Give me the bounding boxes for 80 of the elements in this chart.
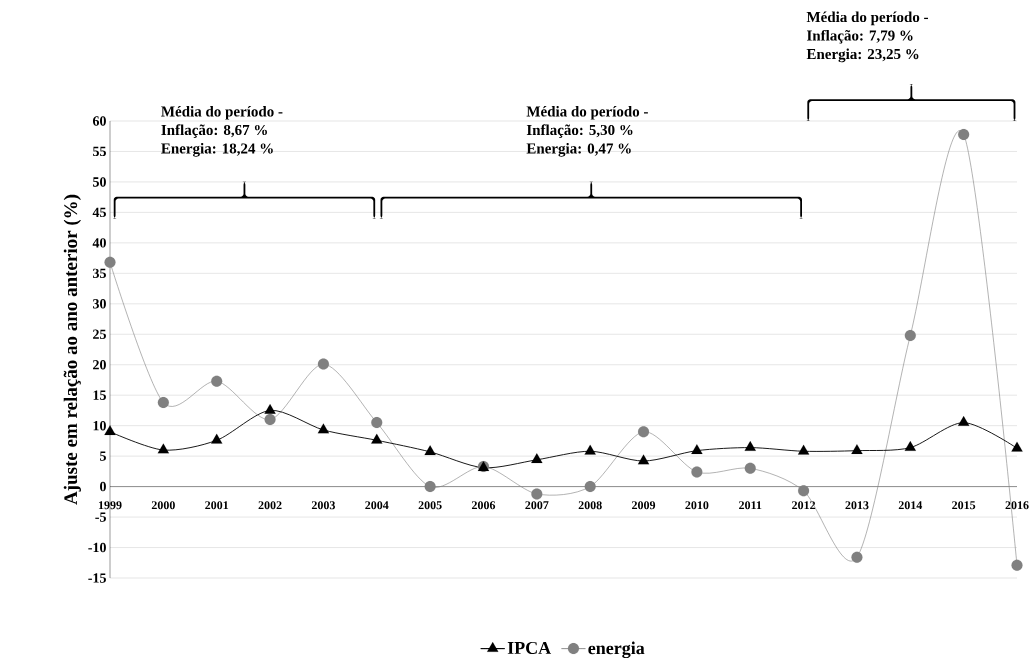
x-tick-label: 2008 — [578, 501, 602, 510]
y-tick-label: 45 — [92, 207, 106, 218]
point — [157, 396, 169, 409]
annotation: Inflação: 5,30 % — [526, 124, 633, 138]
point — [371, 417, 383, 429]
x-tick-label: 2001 — [205, 501, 229, 510]
y-tick-label: 35 — [93, 268, 106, 279]
y-tick-label: 15 — [93, 390, 106, 400]
y-tick-label: 40 — [92, 238, 106, 248]
y-tick-label: 30 — [93, 299, 106, 309]
x-tick-label: 2010 — [685, 501, 709, 510]
point — [1011, 441, 1023, 452]
point — [157, 443, 170, 454]
y-tick-label: 5 — [100, 451, 106, 461]
x-tick-label: 2012 — [792, 501, 816, 510]
point — [691, 444, 703, 454]
point — [958, 128, 970, 140]
x-tick-label: 2007 — [525, 501, 549, 510]
x-tick-label: 2000 — [151, 501, 175, 510]
point — [424, 481, 436, 493]
y-tick-label: -10 — [88, 542, 106, 553]
text: Média do período - — [806, 11, 928, 26]
x-tick-label: 2003 — [311, 501, 335, 510]
point — [957, 416, 970, 426]
point — [797, 444, 810, 455]
legend-label: IPCA — [507, 641, 552, 654]
y-tick-label: -15 — [88, 573, 106, 583]
point — [851, 444, 863, 454]
point — [371, 433, 383, 444]
point — [264, 414, 276, 426]
point — [637, 426, 650, 438]
x-tick-label: 2015 — [952, 501, 976, 510]
point — [211, 375, 223, 387]
text: Média do período - — [161, 105, 283, 120]
x-tick-label: 2005 — [418, 501, 442, 510]
y-tick-label: -5 — [95, 512, 106, 522]
y-tick-label: 20 — [93, 360, 106, 370]
y-tick-label: 25 — [93, 329, 106, 339]
point — [744, 441, 756, 451]
point — [691, 466, 703, 478]
point — [851, 551, 863, 563]
legend-label: energia — [588, 641, 645, 659]
point — [904, 329, 916, 342]
point — [1011, 559, 1023, 571]
x-tick-label: 2004 — [365, 501, 389, 510]
point — [798, 485, 810, 497]
x-tick-label: 1999 — [98, 501, 122, 510]
point — [531, 453, 543, 464]
annotation: Energia: 0,47 % — [526, 142, 631, 157]
y-tick-label: 55 — [93, 146, 106, 157]
x-tick-label: 2016 — [1005, 501, 1029, 510]
point — [904, 441, 916, 451]
annotation: Energia: 18,24 % — [161, 142, 273, 157]
point — [424, 445, 436, 456]
text: Inflação: 7,79 % — [806, 29, 913, 44]
point — [744, 462, 756, 474]
point — [584, 481, 596, 493]
y-axis-title: Ajuste em relação ao ano anterior (%) — [63, 194, 81, 505]
y-tick-label: 0 — [100, 481, 106, 492]
text: Energia: 23,25 % — [806, 48, 919, 63]
text: Média do período - — [526, 105, 648, 120]
x-tick-label: 2009 — [632, 501, 656, 510]
x-tick-label: 2002 — [258, 501, 282, 510]
y-tick-label: 10 — [93, 420, 106, 431]
point — [211, 433, 223, 444]
y-tick-label: 50 — [93, 177, 106, 187]
x-tick-label: 2013 — [845, 501, 869, 510]
point — [317, 358, 329, 370]
point — [104, 256, 116, 268]
point — [264, 403, 276, 414]
point — [104, 425, 116, 436]
annotation: Inflação: 8,67 % — [161, 124, 267, 138]
x-tick-label: 2006 — [471, 501, 496, 510]
point — [531, 488, 543, 500]
point — [317, 423, 330, 434]
point — [584, 444, 596, 455]
y-tick-label: 60 — [92, 116, 106, 126]
x-tick-label: 2011 — [739, 501, 762, 510]
x-tick-label: 2014 — [898, 501, 923, 510]
point — [637, 454, 650, 465]
